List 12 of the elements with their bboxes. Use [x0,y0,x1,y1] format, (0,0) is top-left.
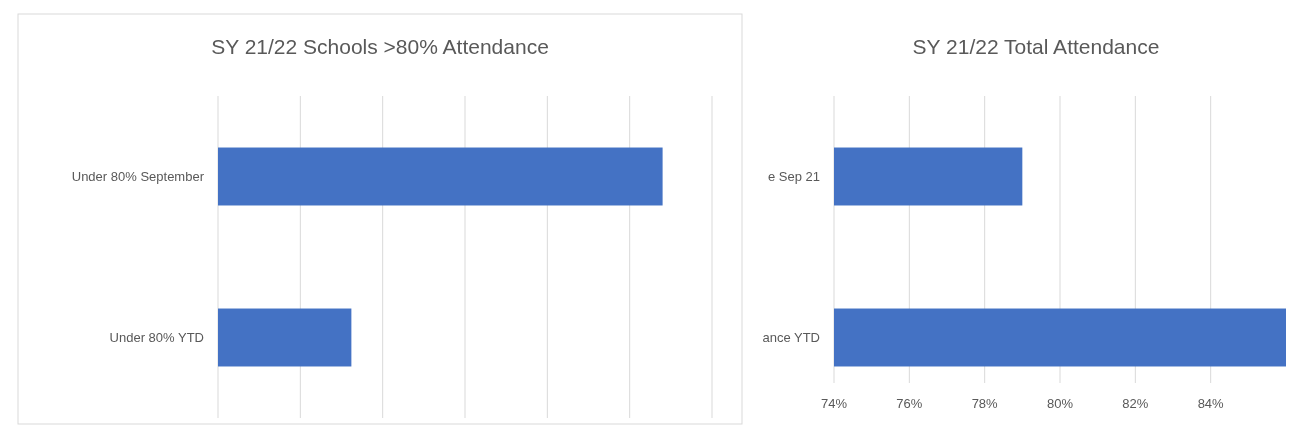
y-tick-label: ance YTD [762,330,820,346]
x-tick-label: 80% [1046,396,1074,411]
x-tick-label: 82% [1122,396,1149,411]
x-tick-label: 84% [1197,396,1225,411]
y-tick-label: Under 80% YTD [109,330,204,346]
chart-title: SY 21/22 Total Attendance [912,35,1160,58]
y-tick-label: e Sep 21 [767,169,820,185]
x-tick-label: 78% [971,396,999,411]
chart-title: SY 21/22 Schools >80% Attendance [211,35,549,58]
x-tick-label: 74% [820,396,848,411]
y-tick-label: Under 80% September [71,169,205,185]
x-tick-label: 76% [896,396,923,411]
